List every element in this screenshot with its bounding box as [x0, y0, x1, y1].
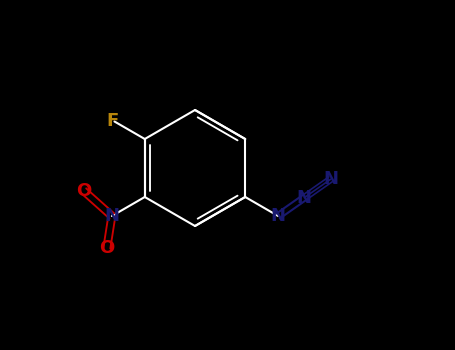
Text: N: N: [323, 170, 338, 188]
Text: N: N: [104, 207, 119, 225]
Text: N: N: [271, 207, 286, 225]
Text: N: N: [297, 189, 312, 206]
Text: O: O: [76, 182, 91, 200]
Text: F: F: [106, 112, 119, 131]
Text: O: O: [99, 239, 115, 257]
